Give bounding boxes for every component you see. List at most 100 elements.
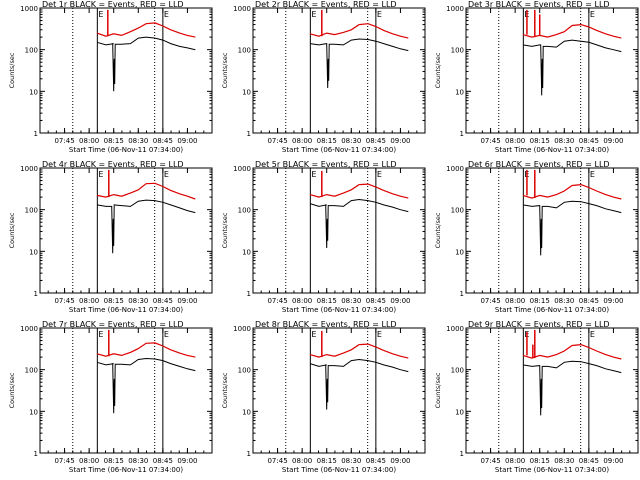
panel-7: Det 7r BLACK = Events, RED = LLD 1 10 100 10… [8, 320, 213, 474]
panel-6: Det 6r BLACK = Events, RED = LLD 1 10 100 10… [434, 160, 639, 314]
y-tick-label: 1 [460, 130, 464, 138]
x-tick-label: 08:45 [153, 297, 173, 305]
x-tick-label: 08:15 [104, 297, 124, 305]
x-tick-label: 08:00 [505, 297, 525, 305]
lld-series-line [309, 23, 409, 39]
x-tick-label: 08:15 [317, 457, 337, 465]
plot-frame [252, 167, 426, 294]
panel-1: Det 1r BLACK = Events, RED = LLD 1 10 100 10… [8, 0, 213, 154]
panel-title: Det 2r BLACK = Events, RED = LLD [255, 0, 397, 9]
events-series-line [522, 360, 622, 416]
panel-2: Det 2r BLACK = Events, RED = LLD 1 10 100 10… [221, 0, 426, 154]
lld-series-line [309, 183, 409, 199]
x-tick-label: 08:30 [128, 297, 148, 305]
lld-series-line [522, 343, 622, 360]
y-tick-label: 100 [25, 367, 38, 375]
x-tick-label: 09:00 [603, 457, 623, 465]
events-series-line [309, 198, 409, 249]
x-tick-label: 08:15 [104, 137, 124, 145]
e-flag: E [164, 170, 169, 179]
x-tick-label: 09:00 [390, 457, 410, 465]
x-tick-label: 08:45 [579, 297, 599, 305]
y-tick-label: 10 [29, 88, 38, 96]
x-tick-label: 08:00 [505, 457, 525, 465]
y-tick-label: 1 [460, 450, 464, 458]
x-tick-label: 08:45 [579, 137, 599, 145]
x-tick-label: 08:15 [317, 297, 337, 305]
e-flag: E [377, 170, 382, 179]
panel-5: Det 5r BLACK = Events, RED = LLD 1 10 100 10… [221, 160, 426, 314]
x-tick-label: 09:00 [177, 137, 197, 145]
x-tick-label: 08:00 [79, 137, 99, 145]
events-series-line [309, 38, 409, 89]
x-axis-label: Start Time (06-Nov-11 07:34:00) [69, 306, 183, 314]
panel-4: Det 4r BLACK = Events, RED = LLD 1 10 100 10… [8, 160, 213, 314]
y-tick-label: 1000 [446, 165, 464, 173]
y-axis-label: Counts/sec [8, 372, 16, 408]
y-tick-label: 1000 [233, 325, 251, 333]
lld-series-line [309, 343, 409, 359]
panel-title: Det 5r BLACK = Events, RED = LLD [255, 160, 397, 169]
x-tick-label: 09:00 [177, 457, 197, 465]
x-tick-label: 08:00 [505, 137, 525, 145]
e-flag: E [311, 170, 316, 179]
x-tick-label: 09:00 [603, 297, 623, 305]
x-tick-label: 08:45 [153, 457, 173, 465]
x-tick-label: 07:45 [54, 137, 74, 145]
y-tick-label: 1 [460, 290, 464, 298]
y-axis-label: Counts/sec [8, 212, 16, 248]
x-tick-label: 08:30 [554, 457, 574, 465]
x-tick-label: 08:45 [579, 457, 599, 465]
x-tick-label: 09:00 [390, 297, 410, 305]
x-tick-label: 08:30 [341, 137, 361, 145]
x-tick-label: 08:30 [341, 297, 361, 305]
events-series-line [96, 199, 196, 254]
x-axis-label: Start Time (06-Nov-11 07:34:00) [69, 466, 183, 474]
e-flag: E [164, 330, 169, 339]
y-tick-label: 1000 [20, 5, 38, 13]
e-flag: E [98, 10, 103, 19]
events-series-line [309, 358, 409, 410]
e-flag: E [377, 10, 382, 19]
y-tick-label: 10 [455, 88, 464, 96]
plot-frame [252, 7, 426, 134]
y-tick-label: 1000 [233, 5, 251, 13]
x-tick-label: 07:45 [480, 457, 500, 465]
y-axis-label: Counts/sec [434, 212, 442, 248]
lld-series-line [522, 23, 622, 39]
y-axis-label: Counts/sec [434, 372, 442, 408]
panel-title: Det 6r BLACK = Events, RED = LLD [468, 160, 610, 169]
y-tick-label: 10 [29, 408, 38, 416]
x-tick-label: 07:45 [267, 137, 287, 145]
y-tick-label: 1 [34, 290, 38, 298]
x-axis-label: Start Time (06-Nov-11 07:34:00) [282, 146, 396, 154]
panel-9: Det 9r BLACK = Events, RED = LLD 1 10 100 10… [434, 320, 639, 474]
y-tick-label: 10 [455, 408, 464, 416]
y-tick-label: 10 [242, 248, 251, 256]
y-axis-label: Counts/sec [434, 52, 442, 88]
x-axis-label: Start Time (06-Nov-11 07:34:00) [282, 466, 396, 474]
y-tick-label: 1000 [446, 325, 464, 333]
y-tick-label: 100 [451, 207, 464, 215]
e-flag: E [311, 330, 316, 339]
x-tick-label: 09:00 [603, 137, 623, 145]
y-axis-label: Counts/sec [221, 212, 229, 248]
y-tick-label: 10 [242, 408, 251, 416]
x-tick-label: 07:45 [267, 297, 287, 305]
panel-title: Det 4r BLACK = Events, RED = LLD [42, 160, 184, 169]
y-tick-label: 1000 [20, 165, 38, 173]
x-axis-label: Start Time (06-Nov-11 07:34:00) [282, 306, 396, 314]
x-tick-label: 08:45 [153, 137, 173, 145]
x-tick-label: 08:30 [341, 457, 361, 465]
y-tick-label: 10 [455, 248, 464, 256]
y-tick-label: 10 [242, 88, 251, 96]
e-flag: E [164, 10, 169, 19]
e-flag: E [590, 10, 595, 19]
e-flag: E [377, 330, 382, 339]
x-tick-label: 08:30 [128, 137, 148, 145]
x-tick-label: 08:00 [79, 457, 99, 465]
x-tick-label: 08:15 [317, 137, 337, 145]
e-flag: E [311, 10, 316, 19]
panel-title: Det 1r BLACK = Events, RED = LLD [42, 0, 184, 9]
